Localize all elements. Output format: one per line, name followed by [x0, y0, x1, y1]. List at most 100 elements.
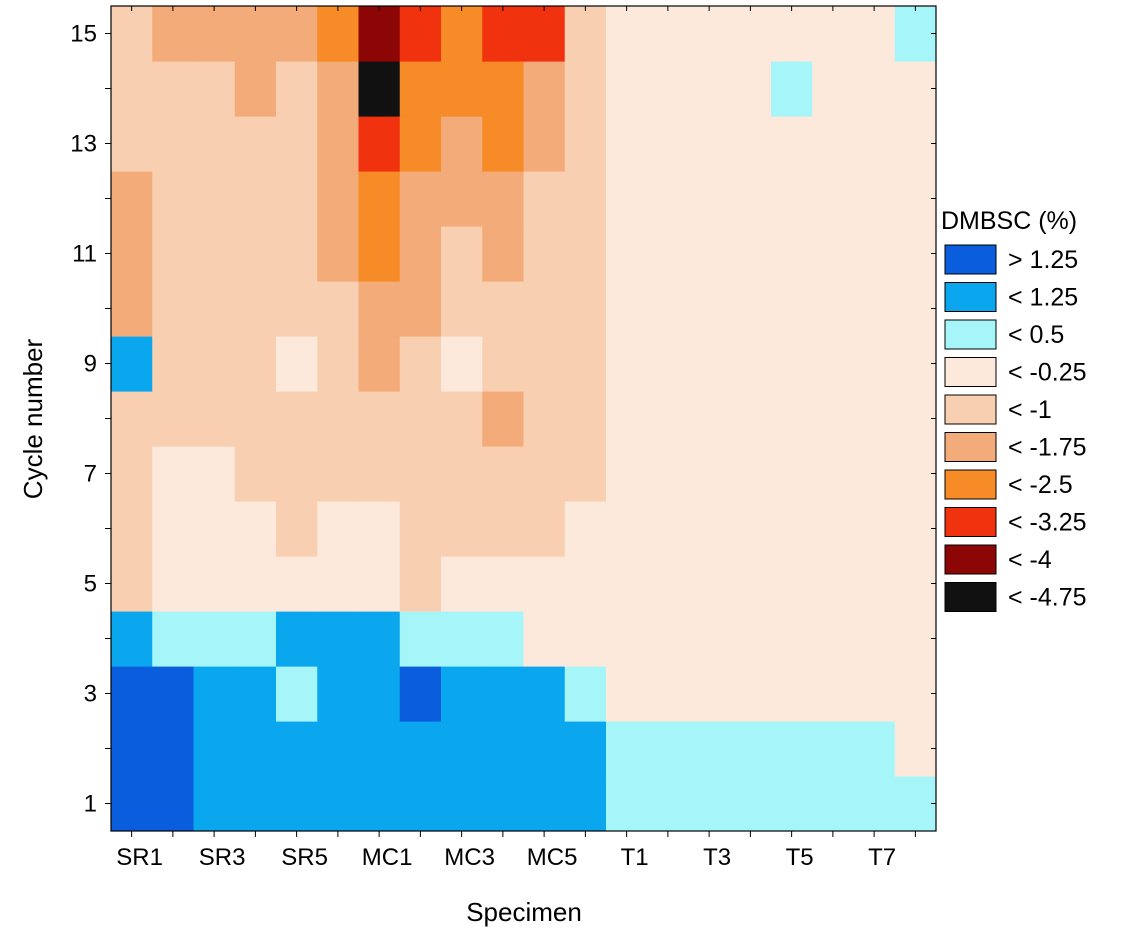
- heatmap-cell: [399, 556, 442, 612]
- heatmap-cell: [688, 776, 731, 831]
- heatmap-cell: [152, 226, 195, 282]
- legend-label: < -2.5: [1008, 471, 1073, 499]
- heatmap-cell: [812, 6, 855, 62]
- heatmap-cell: [441, 391, 483, 447]
- y-tick-label: 7: [84, 461, 97, 488]
- heatmap-cell: [152, 391, 195, 447]
- heatmap-cell: [358, 61, 401, 117]
- heatmap-cell: [606, 391, 648, 447]
- heatmap-cell: [894, 391, 936, 447]
- heatmap-cell: [317, 281, 360, 337]
- heatmap-cell: [441, 556, 483, 612]
- heatmap-cell: [152, 611, 195, 667]
- legend-title: DMBSC (%): [941, 207, 1077, 235]
- heatmap-cell: [647, 336, 690, 392]
- heatmap-cell: [729, 336, 772, 392]
- heatmap-cell: [482, 776, 525, 831]
- heatmap-cell: [193, 776, 236, 831]
- heatmap-cell: [193, 116, 236, 172]
- x-tick-label: SR3: [199, 844, 246, 871]
- heatmap-cell: [234, 666, 277, 722]
- heatmap-cell: [276, 116, 318, 172]
- heatmap-cell: [317, 446, 360, 502]
- heatmap-cell: [193, 501, 236, 557]
- heatmap-cell: [523, 556, 566, 612]
- heatmap-cell: [152, 556, 195, 612]
- heatmap-cell: [647, 171, 690, 227]
- heatmap-cell: [771, 391, 813, 447]
- heatmap-cell: [771, 776, 813, 831]
- heatmap-cell: [482, 116, 525, 172]
- heatmap-cell: [152, 721, 195, 777]
- legend-label: < -3.25: [1008, 509, 1087, 537]
- heatmap-cell: [276, 776, 318, 831]
- heatmap-cell: [234, 61, 277, 117]
- heatmap-cell: [812, 391, 855, 447]
- heatmap-cell: [647, 721, 690, 777]
- heatmap-cell: [853, 281, 896, 337]
- heatmap-cell: [771, 721, 813, 777]
- heatmap-cell: [234, 281, 277, 337]
- heatmap-cell: [564, 61, 607, 117]
- y-tick-label: 5: [84, 571, 97, 598]
- heatmap-cell: [482, 226, 525, 282]
- heatmap-cell: [358, 776, 401, 831]
- heatmap-cell: [606, 721, 648, 777]
- heatmap-cell: [771, 226, 813, 282]
- x-tick-label: MC3: [444, 844, 495, 871]
- y-tick-label: 15: [70, 21, 97, 48]
- legend-swatch: [944, 544, 997, 575]
- heatmap-cell: [399, 281, 442, 337]
- heatmap-cell: [564, 501, 607, 557]
- heatmap-cell: [193, 666, 236, 722]
- heatmap-cell: [111, 556, 153, 612]
- heatmap-cell: [688, 391, 731, 447]
- heatmap-cell: [606, 6, 648, 62]
- heatmap-cell: [152, 116, 195, 172]
- legend-label: < 0.5: [1008, 321, 1064, 349]
- heatmap-cell: [441, 721, 483, 777]
- heatmap-cell: [894, 721, 936, 777]
- heatmap-cell: [152, 336, 195, 392]
- heatmap-cell: [729, 226, 772, 282]
- heatmap-cell: [729, 61, 772, 117]
- heatmap-cell: [812, 446, 855, 502]
- x-tick-label: MC5: [527, 844, 578, 871]
- heatmap-cell: [358, 611, 401, 667]
- heatmap-cell: [317, 666, 360, 722]
- heatmap-cell: [564, 226, 607, 282]
- y-axis-title: Cycle number: [18, 338, 48, 499]
- heatmap-cell: [193, 556, 236, 612]
- heatmap-cell: [606, 611, 648, 667]
- heatmap-cell: [853, 611, 896, 667]
- heatmap-cell: [152, 281, 195, 337]
- heatmap-cell: [276, 556, 318, 612]
- heatmap-cell: [853, 61, 896, 117]
- heatmap-cell: [894, 336, 936, 392]
- heatmap-cell: [193, 391, 236, 447]
- heatmap-cell: [234, 116, 277, 172]
- heatmap-cell: [729, 391, 772, 447]
- heatmap-cell: [358, 446, 401, 502]
- heatmap-cell: [111, 391, 153, 447]
- heatmap-cell: [482, 336, 525, 392]
- heatmap-cell: [688, 171, 731, 227]
- heatmap-cell: [441, 501, 483, 557]
- heatmap-cell: [152, 666, 195, 722]
- heatmap-cell: [688, 446, 731, 502]
- heatmap-cell: [441, 446, 483, 502]
- heatmap-cell: [234, 6, 277, 62]
- heatmap-cell: [111, 336, 153, 392]
- heatmap-cell: [399, 226, 442, 282]
- heatmap-cell: [771, 281, 813, 337]
- heatmap-cell: [441, 171, 483, 227]
- heatmap-cell: [894, 226, 936, 282]
- heatmap-cell: [111, 776, 153, 831]
- heatmap-cell: [482, 611, 525, 667]
- heatmap-cell: [441, 226, 483, 282]
- heatmap-cell: [771, 171, 813, 227]
- heatmap-cell: [399, 171, 442, 227]
- heatmap-cell: [688, 226, 731, 282]
- heatmap-cell: [853, 776, 896, 831]
- heatmap-cell: [606, 116, 648, 172]
